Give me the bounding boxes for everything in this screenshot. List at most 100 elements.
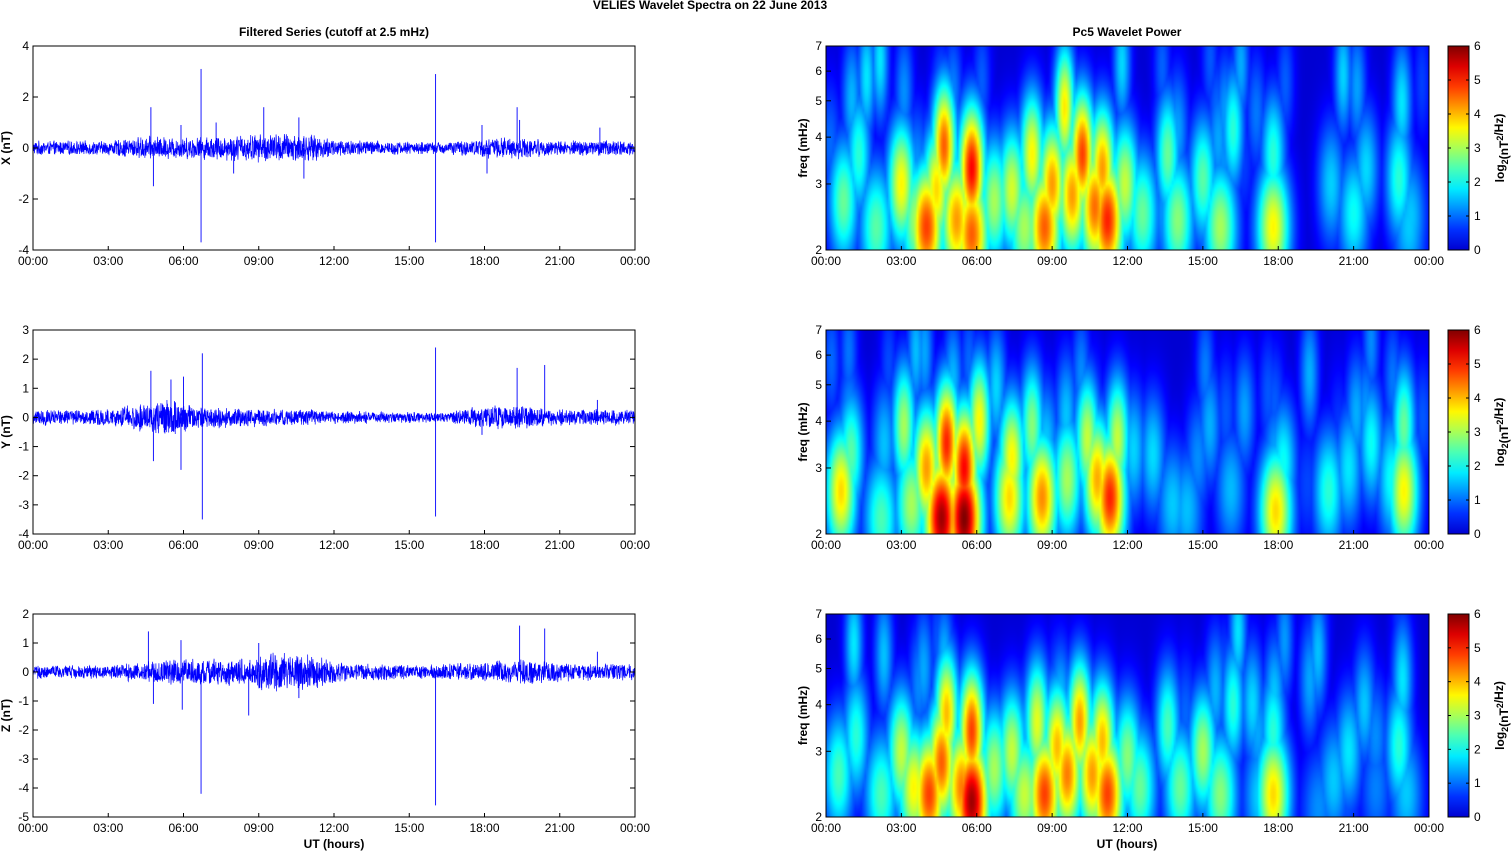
spectrum-panel-3-y-tick-label: 5 bbox=[815, 662, 822, 676]
spectrum-panel-2-x-tick-label: 00:00 bbox=[811, 538, 841, 552]
spectrum-panel-3-y-tick-label: 7 bbox=[815, 607, 822, 621]
spectrum-panel-2-heatmap bbox=[826, 330, 1429, 534]
series-panel-1-x-tick-label: 12:00 bbox=[319, 254, 349, 268]
spectrum-panel-1-x-tick-label: 00:00 bbox=[1414, 254, 1444, 268]
series-panel-1-x-tick-label: 15:00 bbox=[394, 254, 424, 268]
spectrum-panel-2-y-tick-label: 3 bbox=[815, 461, 822, 475]
series-panel-1-y-axis-label: X (nT) bbox=[0, 131, 13, 165]
spectrum-panel-3-x-tick-label: 12:00 bbox=[1112, 821, 1142, 835]
panels: -4 -2 0 2 4 00:00 03:00 06:00 09:00 12:00 15:00 18:… bbox=[0, 39, 1511, 835]
spectrum-panel-2-x-tick-label: 12:00 bbox=[1112, 538, 1142, 552]
spectrum-panel-3-colorbar-tick-label: 5 bbox=[1474, 641, 1481, 655]
spectrum-panel-1-x-tick-label: 15:00 bbox=[1188, 254, 1218, 268]
spectrum-panel-3-colorbar-tick-label: 2 bbox=[1474, 742, 1481, 756]
series-panel-1-x-tick-label: 03:00 bbox=[93, 254, 123, 268]
spectrum-panel-3-x-tick-label: 18:00 bbox=[1263, 821, 1293, 835]
series-panel-1-x-tick-label: 00:00 bbox=[620, 254, 650, 268]
spectrum-panel-2-colorbar bbox=[1447, 329, 1470, 535]
series-panel-3-x-tick-label: 09:00 bbox=[244, 821, 274, 835]
spectrum-panel-1-colorbar bbox=[1447, 45, 1470, 251]
series-panel-3-y-tick-label: -5 bbox=[18, 810, 29, 824]
series-panel-3-x-tick-label: 21:00 bbox=[545, 821, 575, 835]
series-panel-2-y-axis-label: Y (nT) bbox=[0, 415, 13, 449]
spectrum-panel-2-y-axis-label: freq (mHz) bbox=[796, 402, 810, 461]
spectrum-panel-3-y-tick-label: 4 bbox=[815, 698, 822, 712]
series-panel-3-y-tick-label: 1 bbox=[22, 636, 29, 650]
series-panel-2-y-tick-label: 1 bbox=[22, 381, 29, 395]
spectrum-panel-3-x-tick-label: 21:00 bbox=[1339, 821, 1369, 835]
figure-title: VELIES Wavelet Spectra on 22 June 2013 bbox=[593, 0, 828, 12]
spectrum-panel-1-x-tick-label: 21:00 bbox=[1339, 254, 1369, 268]
spectrum-panel-2-x-tick-label: 15:00 bbox=[1188, 538, 1218, 552]
spectrum-panel-2-x-tick-label: 21:00 bbox=[1339, 538, 1369, 552]
spectrum-panel-3-y-tick-label: 3 bbox=[815, 744, 822, 758]
series-panel-2-y-tick-label: 0 bbox=[22, 410, 29, 424]
spectrum-panel-3-colorbar bbox=[1447, 613, 1470, 818]
series-panel-2-x-tick-label: 00:00 bbox=[620, 538, 650, 552]
spectrum-panel-3-colorbar-tick-label: 1 bbox=[1474, 776, 1481, 790]
spectrum-panel-3-colorbar-tick-label: 0 bbox=[1474, 810, 1481, 824]
spectrum-panel-2-colorbar-tick-label: 6 bbox=[1474, 323, 1481, 337]
series-panel-1-trace bbox=[32, 134, 636, 163]
series-panel-2-y-tick-label: -4 bbox=[18, 527, 29, 541]
spectrum-panel-1-x-tick-label: 09:00 bbox=[1037, 254, 1067, 268]
spectrum-panel-3-x-tick-label: 00:00 bbox=[1414, 821, 1444, 835]
series-panel-1-x-tick-label: 09:00 bbox=[244, 254, 274, 268]
spectrum-panel-1-colorbar-tick-label: 1 bbox=[1474, 209, 1481, 223]
spectrum-panel-2-x-tick-label: 09:00 bbox=[1037, 538, 1067, 552]
spectrum-panel-1-y-tick-label: 7 bbox=[815, 39, 822, 53]
spectrum-panel-2-colorbar-tick-label: 3 bbox=[1474, 425, 1481, 439]
spectrum-panel-2-y-tick-label: 5 bbox=[815, 378, 822, 392]
spectrum-panel-1-colorbar-tick-label: 3 bbox=[1474, 141, 1481, 155]
spectrum-panel-3-y-tick-label: 6 bbox=[815, 632, 822, 646]
series-panel-1-y-tick-label: -2 bbox=[18, 192, 29, 206]
series-panel-2-x-tick-label: 18:00 bbox=[469, 538, 499, 552]
spectrum-panel-1-colorbar-tick-label: 0 bbox=[1474, 243, 1481, 257]
spectrum-panel-1-y-axis-label: freq (mHz) bbox=[796, 118, 810, 177]
spectrum-panel-2-colorbar-label: log2(nT2/Hz) bbox=[1492, 398, 1511, 467]
spectrum-panel-2-y-tick-label: 4 bbox=[815, 414, 822, 428]
spectrum-panel-3-x-tick-label: 00:00 bbox=[811, 821, 841, 835]
spectrum-panel-3-x-tick-label: 03:00 bbox=[886, 821, 916, 835]
series-panel-3-y-tick-label: -3 bbox=[18, 752, 29, 766]
spectrum-panel-1-x-tick-label: 12:00 bbox=[1112, 254, 1142, 268]
spectrum-panel-1-colorbar-tick-label: 2 bbox=[1474, 175, 1481, 189]
series-panel-2-x-tick-label: 15:00 bbox=[394, 538, 424, 552]
spectrum-panel-1-y-tick-label: 6 bbox=[815, 64, 822, 78]
spectrum-panel-3-colorbar-tick-label: 3 bbox=[1474, 709, 1481, 723]
spectrum-panel-1-x-tick-label: 06:00 bbox=[962, 254, 992, 268]
right-column-title: Pc5 Wavelet Power bbox=[1073, 25, 1182, 39]
spectrum-panel-2-colorbar-tick-label: 5 bbox=[1474, 357, 1481, 371]
series-panel-3-y-tick-label: 0 bbox=[22, 665, 29, 679]
spectrum-panel-1-colorbar-tick-label: 5 bbox=[1474, 73, 1481, 87]
series-panel-3-trace bbox=[32, 652, 636, 692]
spectrum-panel-3-x-tick-label: 15:00 bbox=[1188, 821, 1218, 835]
spectrum-panel-2-x-tick-label: 06:00 bbox=[962, 538, 992, 552]
series-panel-3-x-tick-label: 03:00 bbox=[93, 821, 123, 835]
spectrum-panel-1-x-tick-label: 03:00 bbox=[886, 254, 916, 268]
spectrum-panel-2-y-tick-label: 6 bbox=[815, 348, 822, 362]
series-panel-1-x-tick-label: 21:00 bbox=[545, 254, 575, 268]
series-panel-2-trace bbox=[32, 400, 636, 434]
spectrum-panel-3-colorbar-label: log2(nT2/Hz) bbox=[1492, 681, 1511, 750]
series-panel-3-y-tick-label: -2 bbox=[18, 723, 29, 737]
spectrum-panel-2-x-tick-label: 18:00 bbox=[1263, 538, 1293, 552]
series-panel-3-y-tick-label: -1 bbox=[18, 694, 29, 708]
spectrum-panel-1-y-tick-label: 2 bbox=[815, 243, 822, 257]
series-panel-2-y-tick-label: 2 bbox=[22, 352, 29, 366]
spectrum-panel-1-y-tick-label: 5 bbox=[815, 94, 822, 108]
spectrum-panel-2-colorbar-tick-label: 0 bbox=[1474, 527, 1481, 541]
series-panel-2-x-tick-label: 03:00 bbox=[93, 538, 123, 552]
spectrum-panel-1-x-tick-label: 00:00 bbox=[811, 254, 841, 268]
series-panel-3-x-tick-label: 06:00 bbox=[168, 821, 198, 835]
spectrum-panel-2-colorbar-tick-label: 2 bbox=[1474, 459, 1481, 473]
spectrum-panel-3-y-axis-label: freq (mHz) bbox=[796, 686, 810, 745]
series-panel-1-x-tick-label: 18:00 bbox=[469, 254, 499, 268]
series-panel-1-x-tick-label: 06:00 bbox=[168, 254, 198, 268]
series-panel-3-y-axis-label: Z (nT) bbox=[0, 699, 13, 732]
spectrum-panel-2-colorbar-tick-label: 4 bbox=[1474, 391, 1481, 405]
series-panel-2-x-tick-label: 00:00 bbox=[18, 538, 48, 552]
spectrum-panel-2-y-tick-label: 2 bbox=[815, 527, 822, 541]
series-panel-2-x-tick-label: 21:00 bbox=[545, 538, 575, 552]
